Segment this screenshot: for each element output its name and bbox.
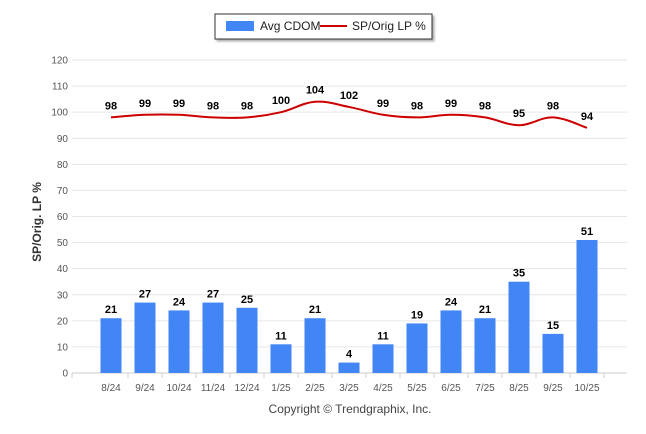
- x-axis-ticks: 8/24 9/24 10/24 11/24 12/24 1/25 2/25 3/25 4/25 5…: [101, 373, 605, 394]
- bar: [270, 344, 292, 373]
- line-data-label: 99: [173, 98, 185, 110]
- bar: [474, 318, 496, 373]
- bar: [440, 310, 462, 373]
- bar-data-label: 24: [173, 296, 186, 308]
- bar-data-label: 11: [275, 330, 287, 342]
- line-data-label: 95: [513, 108, 525, 120]
- line-data-label: 98: [479, 100, 491, 112]
- bar-data-label: 21: [309, 304, 321, 316]
- bar: [168, 310, 190, 373]
- y-tick-label: 120: [51, 56, 68, 67]
- bar-data-label: 4: [346, 349, 353, 361]
- line-data-label: 98: [105, 100, 117, 112]
- bar: [304, 318, 326, 373]
- x-tick-label: 4/25: [373, 383, 393, 394]
- line-data-label: 98: [207, 100, 219, 112]
- legend: Avg CDOM SP/Orig LP %: [214, 13, 433, 40]
- legend-label-avg-cdom: Avg CDOM: [260, 19, 320, 33]
- sp-orig-lp-line: [110, 100, 588, 129]
- line-data-label: 102: [340, 90, 358, 102]
- y-tick-label: 110: [52, 82, 68, 93]
- bar-data-label: 21: [105, 304, 117, 316]
- y-axis-ticks: 0 10 20 30 40 50 60 70 80 90 100 110 120: [51, 56, 68, 380]
- y-tick-label: 60: [57, 212, 69, 223]
- bar: [576, 239, 598, 373]
- x-tick-label: 9/24: [135, 383, 155, 394]
- bar-data-label: 27: [139, 289, 151, 301]
- bar: [406, 323, 428, 373]
- y-tick-label: 50: [57, 238, 69, 249]
- y-tick-label: 70: [57, 186, 69, 197]
- bar: [202, 302, 224, 373]
- line-data-label: 99: [445, 98, 457, 110]
- bar-data-label: 11: [377, 330, 389, 342]
- x-tick-label: 10/24: [166, 383, 191, 394]
- bar-data-label: 35: [513, 268, 525, 280]
- y-tick-label: 30: [57, 290, 69, 301]
- y-tick-label: 90: [57, 134, 69, 145]
- bar-data-label: 51: [581, 226, 593, 238]
- bar-data-label: 25: [241, 294, 253, 306]
- line-data-label: 100: [272, 95, 290, 107]
- bar: [100, 318, 122, 373]
- bar-data-label: 24: [445, 296, 458, 308]
- x-tick-label: 9/25: [543, 383, 563, 394]
- bar: [508, 281, 530, 373]
- x-tick-label: 8/24: [101, 383, 121, 394]
- y-axis-title: SP/Orig. LP %: [30, 182, 44, 262]
- x-tick-label: 11/24: [201, 383, 226, 394]
- bar: [134, 302, 156, 373]
- x-tick-label: 5/25: [407, 383, 427, 394]
- x-tick-label: 1/25: [271, 383, 291, 394]
- x-tick-label: 8/25: [509, 383, 529, 394]
- x-tick-label: 10/25: [574, 383, 599, 394]
- legend-label-sp-orig-lp: SP/Orig LP %: [352, 19, 426, 33]
- bar-series: [100, 239, 598, 373]
- bar: [542, 333, 564, 373]
- bar: [338, 362, 360, 373]
- bar-data-label: 19: [411, 309, 423, 321]
- line-labels: 98 99 99 98 98 100 104 102 99 98 99 98 95 98 94: [105, 85, 594, 123]
- y-tick-label: 40: [57, 264, 69, 275]
- copyright-text: Copyright © Trendgraphix, Inc.: [269, 402, 432, 416]
- x-tick-label: 3/25: [339, 383, 359, 394]
- legend-swatch-avg-cdom: [226, 21, 254, 31]
- x-tick-label: 2/25: [305, 383, 325, 394]
- line-data-label: 94: [581, 111, 594, 123]
- y-tick-label: 0: [62, 369, 68, 380]
- bar-data-label: 27: [207, 289, 219, 301]
- line-data-label: 98: [241, 100, 253, 112]
- line-data-label: 98: [547, 100, 559, 112]
- bar: [372, 344, 394, 373]
- y-tick-label: 80: [57, 160, 69, 171]
- line-data-label: 99: [139, 98, 151, 110]
- x-tick-label: 7/25: [475, 383, 495, 394]
- gridlines: [72, 59, 627, 374]
- y-tick-label: 10: [57, 342, 69, 353]
- line-data-label: 98: [411, 100, 423, 112]
- bar-labels: 21 27 24 27 25 11 21 4 11 19 24 21 35 15 51: [105, 226, 593, 361]
- bar: [236, 307, 258, 373]
- y-tick-label: 100: [51, 108, 68, 119]
- bar-data-label: 21: [479, 304, 491, 316]
- x-tick-label: 12/24: [234, 383, 259, 394]
- bar-data-label: 15: [547, 320, 559, 332]
- line-data-label: 99: [377, 98, 389, 110]
- y-tick-label: 20: [57, 316, 69, 327]
- line-data-label: 104: [306, 85, 325, 97]
- x-tick-label: 6/25: [441, 383, 461, 394]
